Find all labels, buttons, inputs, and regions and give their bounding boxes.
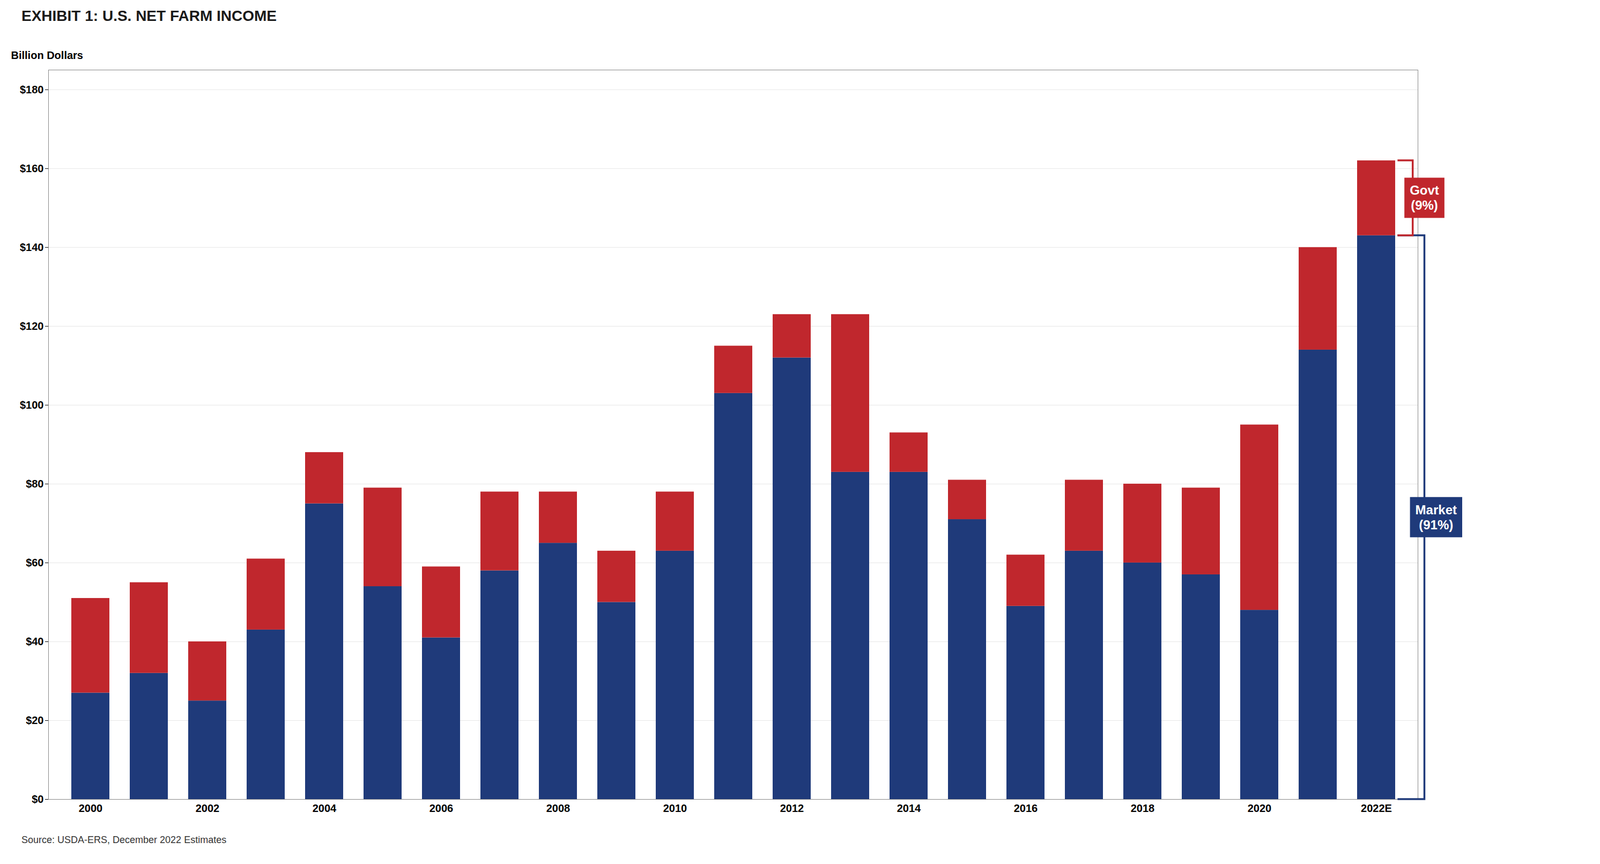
svg-text:$140: $140: [19, 241, 44, 254]
svg-text:2016: 2016: [1013, 802, 1039, 814]
svg-text:$60: $60: [25, 556, 44, 569]
svg-text:$120: $120: [19, 320, 44, 332]
svg-text:$180: $180: [19, 83, 44, 96]
svg-text:2004: 2004: [312, 802, 337, 814]
svg-text:$40: $40: [25, 635, 44, 648]
svg-text:$0: $0: [31, 793, 44, 805]
svg-text:Market(91%): Market(91%): [1415, 502, 1457, 532]
svg-text:2008: 2008: [546, 802, 571, 814]
svg-text:2002: 2002: [195, 802, 220, 814]
svg-text:2022E: 2022E: [1360, 802, 1392, 814]
svg-text:$20: $20: [25, 714, 44, 727]
svg-text:$160: $160: [19, 162, 44, 175]
html-text:Source: USDA-ERS, December 202: Source: USDA-ERS, December 2022 Estimate…: [21, 834, 227, 846]
svg-text:2006: 2006: [429, 802, 454, 814]
html-text:EXHIBIT 1: U.S. NET FARM INCOM: EXHIBIT 1: U.S. NET FARM INCOME: [21, 7, 277, 25]
svg-text:2000: 2000: [78, 802, 103, 814]
svg-text:2012: 2012: [780, 802, 805, 814]
svg-text:$80: $80: [25, 477, 44, 490]
svg-text:$100: $100: [19, 398, 44, 411]
svg-text:2014: 2014: [897, 802, 922, 814]
svg-text:Govt(9%): Govt(9%): [1409, 182, 1440, 213]
svg-text:2020: 2020: [1247, 802, 1272, 814]
svg-text:2010: 2010: [663, 802, 688, 814]
svg-text:Billion Dollars: Billion Dollars: [11, 49, 84, 62]
svg-text:2018: 2018: [1130, 802, 1155, 814]
